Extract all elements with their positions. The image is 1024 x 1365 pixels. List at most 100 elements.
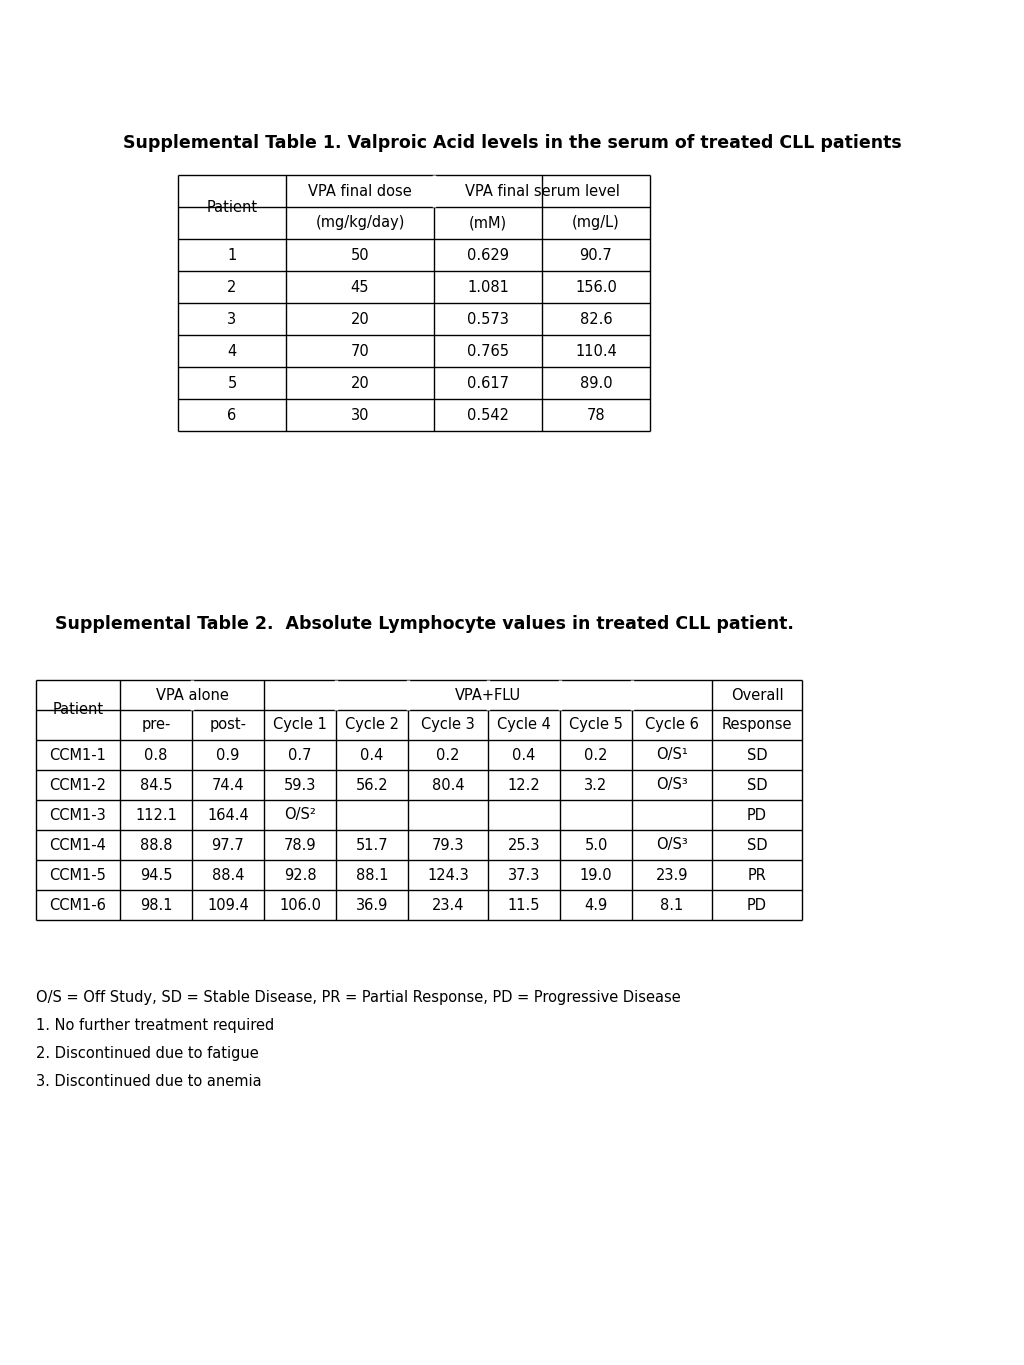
Text: 19.0: 19.0 [580,868,612,883]
Text: (mM): (mM) [469,216,507,231]
Text: 106.0: 106.0 [279,898,321,912]
Text: Patient: Patient [52,703,103,718]
Text: PR: PR [748,868,766,883]
Text: Cycle 2: Cycle 2 [345,718,399,733]
Text: Cycle 5: Cycle 5 [569,718,623,733]
Text: 45: 45 [351,280,370,295]
Text: O/S³: O/S³ [656,778,688,793]
Text: 25.3: 25.3 [508,838,541,853]
Text: 0.573: 0.573 [467,311,509,326]
Text: 5: 5 [227,375,237,390]
Text: (mg/L): (mg/L) [572,216,620,231]
Text: 88.4: 88.4 [212,868,245,883]
Text: 164.4: 164.4 [207,808,249,823]
Text: CCM1-2: CCM1-2 [49,778,106,793]
Text: VPA final serum level: VPA final serum level [465,183,620,198]
Text: CCM1-5: CCM1-5 [49,868,106,883]
Text: 0.4: 0.4 [512,748,536,763]
Text: post-: post- [210,718,247,733]
Text: 98.1: 98.1 [139,898,172,912]
Text: 124.3: 124.3 [427,868,469,883]
Text: 51.7: 51.7 [355,838,388,853]
Text: 1. No further treatment required: 1. No further treatment required [36,1018,274,1033]
Text: 36.9: 36.9 [355,898,388,912]
Text: Supplemental Table 2.  Absolute Lymphocyte values in treated CLL patient.: Supplemental Table 2. Absolute Lymphocyt… [55,616,794,633]
Text: 90.7: 90.7 [580,247,612,262]
Text: 3: 3 [227,311,237,326]
Text: CCM1-4: CCM1-4 [49,838,106,853]
Text: 0.4: 0.4 [360,748,384,763]
Text: 88.1: 88.1 [355,868,388,883]
Text: VPA+FLU: VPA+FLU [455,688,521,703]
Text: 88.8: 88.8 [139,838,172,853]
Text: 0.542: 0.542 [467,408,509,423]
Text: 59.3: 59.3 [284,778,316,793]
Text: Cycle 4: Cycle 4 [497,718,551,733]
Text: Supplemental Table 1. Valproic Acid levels in the serum of treated CLL patients: Supplemental Table 1. Valproic Acid leve… [123,134,901,152]
Text: 0.7: 0.7 [288,748,311,763]
Text: SD: SD [746,748,767,763]
Text: Cycle 3: Cycle 3 [421,718,475,733]
Text: PD: PD [746,898,767,912]
Text: PD: PD [746,808,767,823]
Text: 50: 50 [350,247,370,262]
Text: Overall: Overall [731,688,783,703]
Text: O/S¹: O/S¹ [656,748,688,763]
Text: 84.5: 84.5 [139,778,172,793]
Text: 4: 4 [227,344,237,359]
Text: 1: 1 [227,247,237,262]
Text: Cycle 1: Cycle 1 [273,718,327,733]
Text: 3.2: 3.2 [585,778,607,793]
Text: 82.6: 82.6 [580,311,612,326]
Text: 70: 70 [350,344,370,359]
Text: SD: SD [746,838,767,853]
Text: O/S³: O/S³ [656,838,688,853]
Text: Patient: Patient [207,199,258,214]
Text: 2. Discontinued due to fatigue: 2. Discontinued due to fatigue [36,1046,259,1061]
Text: 0.8: 0.8 [144,748,168,763]
Text: 92.8: 92.8 [284,868,316,883]
Text: 3. Discontinued due to anemia: 3. Discontinued due to anemia [36,1074,261,1089]
Text: 89.0: 89.0 [580,375,612,390]
Text: pre-: pre- [141,718,171,733]
Text: 80.4: 80.4 [432,778,464,793]
Text: (mg/kg/day): (mg/kg/day) [315,216,404,231]
Text: 78.9: 78.9 [284,838,316,853]
Text: Cycle 6: Cycle 6 [645,718,699,733]
Text: 1.081: 1.081 [467,280,509,295]
Text: 94.5: 94.5 [139,868,172,883]
Text: 74.4: 74.4 [212,778,245,793]
Text: 56.2: 56.2 [355,778,388,793]
Text: 0.617: 0.617 [467,375,509,390]
Text: 0.9: 0.9 [216,748,240,763]
Text: VPA alone: VPA alone [156,688,228,703]
Text: O/S = Off Study, SD = Stable Disease, PR = Partial Response, PD = Progressive Di: O/S = Off Study, SD = Stable Disease, PR… [36,990,681,1005]
Text: 30: 30 [351,408,370,423]
Text: 23.4: 23.4 [432,898,464,912]
Text: Response: Response [722,718,793,733]
Text: 0.765: 0.765 [467,344,509,359]
Text: 12.2: 12.2 [508,778,541,793]
Text: VPA final dose: VPA final dose [308,183,412,198]
Text: CCM1-1: CCM1-1 [49,748,106,763]
Text: 6: 6 [227,408,237,423]
Text: 97.7: 97.7 [212,838,245,853]
Text: 0.2: 0.2 [436,748,460,763]
Text: CCM1-3: CCM1-3 [49,808,106,823]
Text: CCM1-6: CCM1-6 [49,898,106,912]
Text: 0.629: 0.629 [467,247,509,262]
Text: 112.1: 112.1 [135,808,177,823]
Text: 20: 20 [350,311,370,326]
Text: SD: SD [746,778,767,793]
Text: 78: 78 [587,408,605,423]
Text: 2: 2 [227,280,237,295]
Text: 109.4: 109.4 [207,898,249,912]
Text: 5.0: 5.0 [585,838,607,853]
Text: 20: 20 [350,375,370,390]
Text: 156.0: 156.0 [575,280,616,295]
Text: 8.1: 8.1 [660,898,684,912]
Text: 23.9: 23.9 [655,868,688,883]
Text: 79.3: 79.3 [432,838,464,853]
Text: 0.2: 0.2 [585,748,608,763]
Text: 4.9: 4.9 [585,898,607,912]
